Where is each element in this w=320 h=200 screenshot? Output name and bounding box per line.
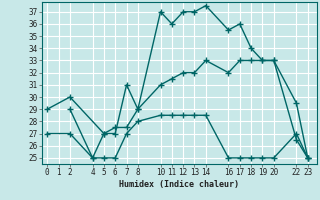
X-axis label: Humidex (Indice chaleur): Humidex (Indice chaleur) xyxy=(119,180,239,189)
